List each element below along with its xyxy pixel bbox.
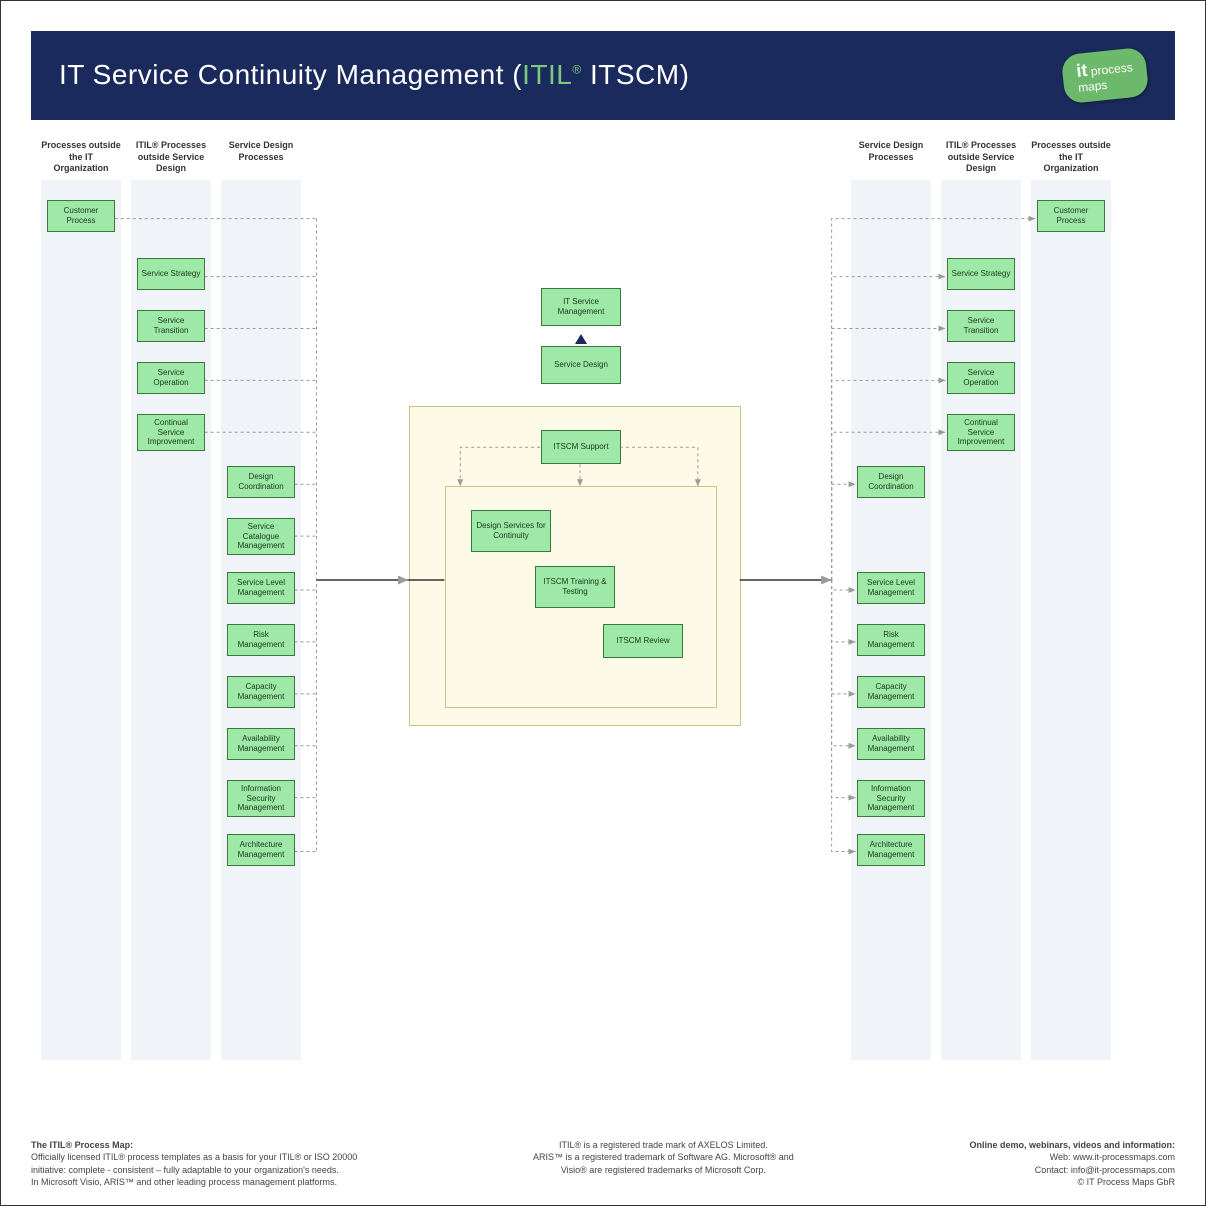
process-node: Customer Process [47, 200, 115, 232]
process-node: Customer Process [1037, 200, 1105, 232]
title-green: ITIL [522, 59, 572, 90]
page-title: IT Service Continuity Management (ITIL® … [59, 59, 689, 91]
footer-right-l3: © IT Process Maps GbR [969, 1176, 1175, 1189]
process-node: Design Coordination [857, 466, 925, 498]
process-node: Information Security Management [857, 780, 925, 817]
process-node: Service Strategy [137, 258, 205, 290]
process-node: Service Operation [947, 362, 1015, 394]
column-header: Service Design Processes [851, 140, 931, 163]
process-node: ITSCM Training & Testing [535, 566, 615, 608]
footer-right-l2: Contact: info@it-processmaps.com [969, 1164, 1175, 1177]
process-node: Architecture Management [227, 834, 295, 866]
brand-badge: it processmaps [1060, 47, 1149, 105]
process-node: Service Transition [947, 310, 1015, 342]
process-node: ITSCM Review [603, 624, 683, 658]
column-bg [221, 180, 301, 1060]
process-node: Service Design [541, 346, 621, 384]
process-node: Availability Management [857, 728, 925, 760]
footer-center-l1: ITIL® is a registered trade mark of AXEL… [533, 1139, 794, 1152]
title-reg: ® [572, 63, 581, 77]
badge-l2: maps [1077, 78, 1108, 95]
column-header: Service Design Processes [221, 140, 301, 163]
footer-left-l1: Officially licensed ITIL® process templa… [31, 1151, 357, 1164]
footer-left-l2: initiative: complete - consistent – full… [31, 1164, 357, 1177]
column-header: Processes outside the IT Organization [41, 140, 121, 175]
column-header: ITIL® Processes outside Service Design [941, 140, 1021, 175]
process-node: Availability Management [227, 728, 295, 760]
column-header: Processes outside the IT Organization [1031, 140, 1111, 175]
footer-left: The ITIL® Process Map: Officially licens… [31, 1139, 357, 1189]
process-node: Information Security Management [227, 780, 295, 817]
process-node: Service Catalogue Management [227, 518, 295, 555]
process-node: Risk Management [227, 624, 295, 656]
process-node: Service Strategy [947, 258, 1015, 290]
process-node: Continual Service Improvement [947, 414, 1015, 451]
column-bg [851, 180, 931, 1060]
badge-bold: it [1075, 60, 1088, 81]
process-node: Design Services for Continuity [471, 510, 551, 552]
badge-l1: process [1090, 60, 1133, 78]
process-node: Capacity Management [227, 676, 295, 708]
process-node: Service Level Management [857, 572, 925, 604]
process-node: Capacity Management [857, 676, 925, 708]
process-node: Service Operation [137, 362, 205, 394]
hierarchy-triangle-icon [575, 334, 587, 344]
process-node: Service Transition [137, 310, 205, 342]
process-node: IT Service Management [541, 288, 621, 326]
footer-center-l3: Visio® are registered trademarks of Micr… [533, 1164, 794, 1177]
column-bg [41, 180, 121, 1060]
process-node: Architecture Management [857, 834, 925, 866]
footer-center-l2: ARIS™ is a registered trademark of Softw… [533, 1151, 794, 1164]
footer-right-title: Online demo, webinars, videos and inform… [969, 1139, 1175, 1152]
process-node: Continual Service Improvement [137, 414, 205, 451]
process-node: ITSCM Support [541, 430, 621, 464]
column-header: ITIL® Processes outside Service Design [131, 140, 211, 175]
title-prefix: IT Service Continuity Management ( [59, 59, 522, 90]
footer-right-l1: Web: www.it-processmaps.com [969, 1151, 1175, 1164]
header-bar: IT Service Continuity Management (ITIL® … [31, 31, 1175, 120]
footer-left-l3: In Microsoft Visio, ARIS™ and other lead… [31, 1176, 357, 1189]
process-node: Design Coordination [227, 466, 295, 498]
footer-left-title: The ITIL® Process Map: [31, 1139, 357, 1152]
process-node: Risk Management [857, 624, 925, 656]
footer: The ITIL® Process Map: Officially licens… [31, 1139, 1175, 1189]
title-suffix: ITSCM) [582, 59, 690, 90]
diagram-canvas: Processes outside the IT Organization ITI… [31, 140, 1175, 1060]
column-bg [1031, 180, 1111, 1060]
process-node: Service Level Management [227, 572, 295, 604]
footer-center: ITIL® is a registered trade mark of AXEL… [533, 1139, 794, 1189]
footer-right: Online demo, webinars, videos and inform… [969, 1139, 1175, 1189]
